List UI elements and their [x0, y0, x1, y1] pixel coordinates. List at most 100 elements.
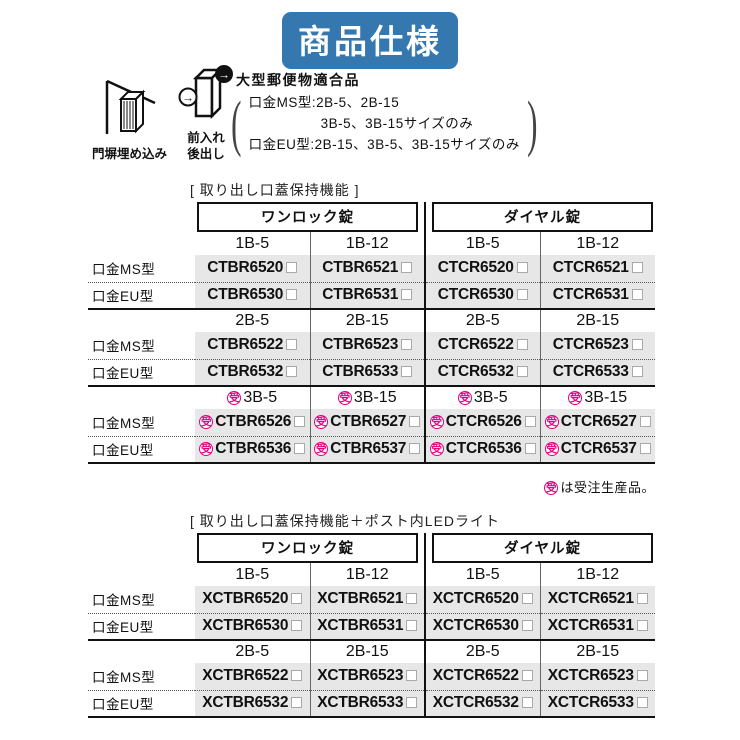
lock-type-header-row: ワンロック錠 ダイヤル錠	[88, 202, 655, 232]
size-header: 1B-12	[576, 565, 620, 583]
row-label: 口金EU型	[88, 282, 195, 310]
product-code-cell: CTBR6522	[195, 332, 311, 360]
product-code-cell: CTBR6520	[195, 255, 311, 283]
product-code-cell: XCTBR6533	[310, 690, 426, 718]
color-suffix-box	[631, 339, 643, 351]
made-to-order-badge: 受	[429, 442, 444, 457]
color-suffix-box	[406, 620, 418, 632]
page-title: 商品仕様	[282, 12, 458, 69]
row-label: 口金MS型	[88, 663, 195, 691]
size-header: 受 3B-15	[568, 389, 628, 406]
made-to-order-badge: 受	[457, 391, 472, 405]
color-suffix-box	[636, 593, 648, 605]
size-header: 2B-15	[310, 640, 426, 663]
product-code-cell: CTBR6533	[310, 359, 426, 387]
color-suffix-box	[291, 697, 303, 709]
color-suffix-box	[286, 262, 298, 274]
product-code-cell: XCTBR6522	[195, 663, 311, 691]
size-header: 受 3B-5	[195, 386, 311, 409]
compat-title: 大型郵便物適合品	[236, 72, 360, 88]
product-code-cell: 受 CTBR6536	[195, 436, 311, 464]
table-row-eu: 口金EU型 CTBR6530 CTBR6531 CTCR6530 CTCR653…	[88, 282, 655, 310]
size-header: 受 3B-5	[425, 386, 541, 409]
row-label: 口金MS型	[88, 255, 195, 283]
color-suffix-box	[409, 443, 421, 455]
size-header: 2B-15	[576, 312, 620, 329]
product-code-cell: CTCR6531	[540, 282, 655, 310]
product-code-cell: XCTBR6531	[310, 613, 426, 641]
color-suffix-box	[516, 262, 528, 274]
product-code-cell: 受 CTCR6527	[540, 409, 655, 437]
product-code-cell: CTCR6533	[540, 359, 655, 387]
made-to-order-note: 受は受注生産品。	[88, 477, 655, 496]
size-header: 1B-5	[195, 232, 311, 255]
open-paren: (	[231, 89, 242, 158]
color-suffix-box	[636, 620, 648, 632]
made-to-order-badge: 受	[568, 391, 583, 405]
table-row-ms: 口金MS型 XCTBR6520 XCTBR6521 XCTCR6520 XCTC…	[88, 586, 655, 614]
table-row-ms: 口金MS型 CTBR6520 CTBR6521 CTCR6520 CTCR652…	[88, 255, 655, 283]
product-code-cell: CTCR6521	[540, 255, 655, 283]
size-header: 受 3B-15	[310, 386, 426, 409]
row-label: 口金EU型	[88, 436, 195, 464]
compat-line: 3B-5、3B-15サイズのみ	[320, 115, 474, 131]
size-header-row: 2B-5 2B-15 2B-5 2B-15	[88, 309, 655, 332]
product-code-cell: CTCR6530	[425, 282, 541, 310]
made-to-order-badge: 受	[227, 391, 242, 405]
product-code-cell: XCTCR6530	[425, 613, 541, 641]
size-header: 2B-5	[195, 640, 311, 663]
color-suffix-box	[631, 366, 643, 378]
product-code-cell: XCTCR6531	[540, 613, 655, 641]
compat-line: 口金EU型:2B-15、3B-5、3B-15サイズのみ	[248, 136, 520, 152]
size-header-row: 1B-5 1B-12 1B-5 1B-12	[88, 232, 655, 255]
lock-type-header-row: ワンロック錠 ダイヤル錠	[88, 533, 655, 563]
compatibility-block: 大型郵便物適合品 ( 口金MS型:2B-5、2B-15 3B-5、3B-15サイ…	[226, 70, 542, 156]
product-code-cell: 受 CTBR6526	[195, 409, 311, 437]
close-paren: )	[526, 89, 538, 158]
size-header: 1B-12	[576, 234, 620, 252]
product-code-cell: CTCR6532	[425, 359, 541, 387]
size-header-row: 1B-5 1B-12 1B-5 1B-12	[88, 563, 655, 586]
section1-heading: [ 取り出し口蓋保持機能 ]	[190, 182, 360, 198]
table-row-ms: 口金MS型 XCTBR6522 XCTBR6523 XCTCR6522 XCTC…	[88, 663, 655, 691]
row-label: 口金EU型	[88, 613, 195, 641]
dial-lock-header: ダイヤル錠	[432, 202, 653, 232]
row-label: 口金EU型	[88, 359, 195, 387]
note-text: は受注生産品。	[560, 480, 655, 495]
made-to-order-badge: 受	[337, 391, 352, 405]
table-row-ms: 口金MS型 CTBR6522 CTBR6523 CTCR6522 CTCR652…	[88, 332, 655, 360]
product-code-cell: XCTCR6532	[425, 690, 541, 718]
title-band: 商品仕様	[0, 12, 740, 69]
front-in-back-out-label: 前入れ 後出し	[187, 131, 225, 161]
color-suffix-box	[294, 416, 306, 428]
color-suffix-box	[286, 289, 298, 301]
color-suffix-box	[521, 620, 533, 632]
product-code-cell: CTBR6532	[195, 359, 311, 387]
product-code-cell: 受 CTCR6536	[425, 436, 541, 464]
color-suffix-box	[521, 697, 533, 709]
color-suffix-box	[639, 416, 651, 428]
svg-text:→: →	[218, 68, 230, 82]
color-suffix-box	[409, 416, 421, 428]
color-suffix-box	[401, 366, 413, 378]
product-code-cell: 受 CTBR6527	[310, 409, 426, 437]
size-header: 1B-12	[310, 232, 426, 255]
row-label: 口金MS型	[88, 409, 195, 437]
compat-line: 口金MS型:2B-5、2B-15	[248, 95, 400, 110]
product-code-cell: 受 CTCR6537	[540, 436, 655, 464]
color-suffix-box	[406, 670, 418, 682]
color-suffix-box	[524, 443, 536, 455]
product-code-cell: XCTCR6533	[540, 690, 655, 718]
section2-heading: [ 取り出し口蓋保持機能＋ポスト内LEDライト	[190, 513, 501, 529]
wall-embed-label: 門塀埋め込み	[92, 146, 168, 161]
made-to-order-badge: 受	[544, 481, 559, 495]
made-to-order-badge: 受	[314, 442, 329, 457]
color-suffix-box	[521, 670, 533, 682]
table-row-ms: 口金MS型 受 CTBR6526 受 CTBR6527 受 CTCR6526 受 CTC…	[88, 409, 655, 437]
color-suffix-box	[406, 697, 418, 709]
product-code-cell: XCTCR6522	[425, 663, 541, 691]
color-suffix-box	[521, 593, 533, 605]
size-header-row: 受 3B-5 受 3B-15 受 3B-5 受 3B-15	[88, 386, 655, 409]
color-suffix-box	[516, 339, 528, 351]
